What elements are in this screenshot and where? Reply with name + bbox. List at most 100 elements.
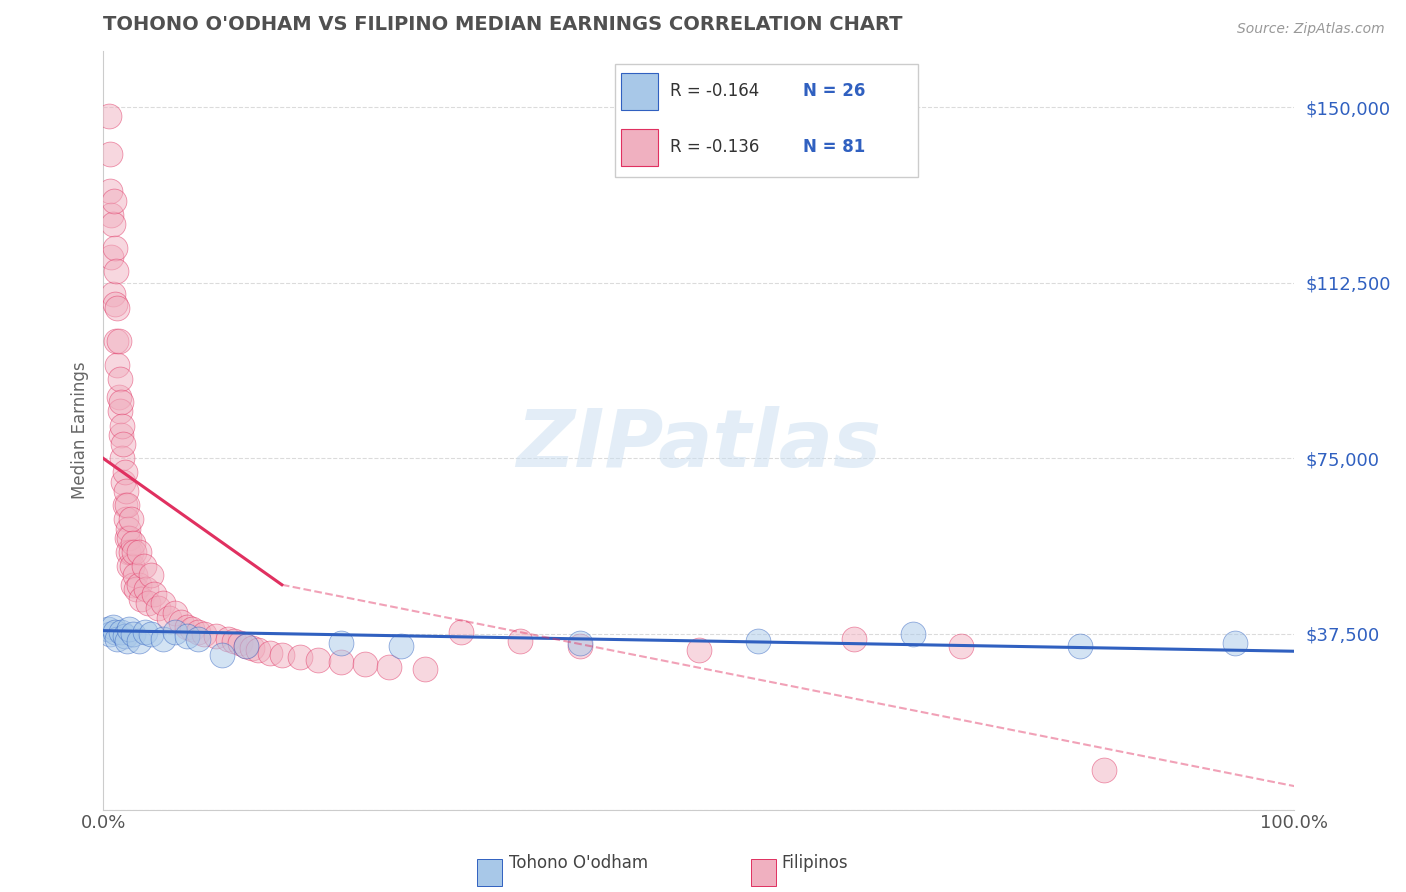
Point [125,582,148,597]
Point [120,545,142,559]
Point [120,512,142,526]
Point [176,620,198,634]
Point [100,208,122,222]
Point [105,334,128,349]
Point [107,358,129,372]
Point [217,632,239,646]
Point [107,391,129,405]
Point [378,659,401,673]
Text: Tohono O'odham: Tohono O'odham [509,855,648,872]
Point [114,466,136,480]
Point [108,372,131,386]
Point [114,498,136,512]
Point [747,634,769,648]
Point [128,578,150,592]
Text: R = -0.136: R = -0.136 [671,137,759,155]
Point [138,597,160,611]
Point [181,622,204,636]
Point [134,624,156,639]
Point [193,627,215,641]
Point [157,610,180,624]
Point [224,634,246,648]
Point [211,648,233,662]
Point [163,624,186,639]
Point [1092,763,1115,777]
Point [152,597,174,611]
Point [103,194,125,208]
Point [135,582,157,597]
Point [288,650,311,665]
Point [122,545,145,559]
Point [104,241,127,255]
Text: TOHONO O'ODHAM VS FILIPINO MEDIAN EARNINGS CORRELATION CHART: TOHONO O'ODHAM VS FILIPINO MEDIAN EARNIN… [103,15,903,34]
Point [307,653,329,667]
Point [117,545,139,559]
Point [121,559,143,574]
Point [568,639,591,653]
Point [101,620,124,634]
Point [176,629,198,643]
Point [118,559,141,574]
Point [129,591,152,606]
Point [450,624,472,639]
Point [354,657,377,672]
Point [110,624,132,639]
Point [330,636,353,650]
Point [270,648,292,662]
Point [240,640,263,655]
Point [235,639,257,653]
FancyBboxPatch shape [621,128,658,166]
Point [1223,636,1246,650]
Point [132,559,155,574]
Point [112,437,135,451]
Text: N = 26: N = 26 [803,82,866,100]
Point [111,451,134,466]
Point [389,639,412,653]
Point [143,587,166,601]
Point [101,217,124,231]
Y-axis label: Median Earnings: Median Earnings [72,361,89,499]
Point [413,662,436,676]
Point [112,475,135,489]
Point [110,395,132,409]
Point [509,634,531,648]
Text: R = -0.164: R = -0.164 [671,82,759,100]
Point [114,484,136,499]
Text: ZIPatlas: ZIPatlas [516,407,882,484]
Point [235,639,257,653]
Point [146,601,169,615]
Point [122,578,145,592]
Point [115,634,138,648]
Point [1069,639,1091,653]
Point [114,629,136,643]
Point [152,632,174,646]
Point [259,646,281,660]
Point [110,428,132,442]
Point [111,418,134,433]
Point [128,545,150,559]
Point [122,627,145,641]
FancyBboxPatch shape [621,73,658,110]
Point [139,627,162,641]
Point [104,624,127,639]
Point [246,643,269,657]
Point [229,636,252,650]
Point [108,404,131,418]
Point [98,109,121,123]
Point [205,629,228,643]
Point [105,264,128,278]
FancyBboxPatch shape [614,63,918,178]
Point [98,146,121,161]
Point [688,643,710,657]
Point [117,522,139,536]
Point [118,531,141,545]
Point [115,531,138,545]
Point [98,185,121,199]
Point [100,250,122,264]
Text: N = 81: N = 81 [803,137,866,155]
Text: Source: ZipAtlas.com: Source: ZipAtlas.com [1237,22,1385,37]
Point [128,634,150,648]
Point [187,624,209,639]
Text: Filipinos: Filipinos [782,855,848,872]
Point [901,627,924,641]
